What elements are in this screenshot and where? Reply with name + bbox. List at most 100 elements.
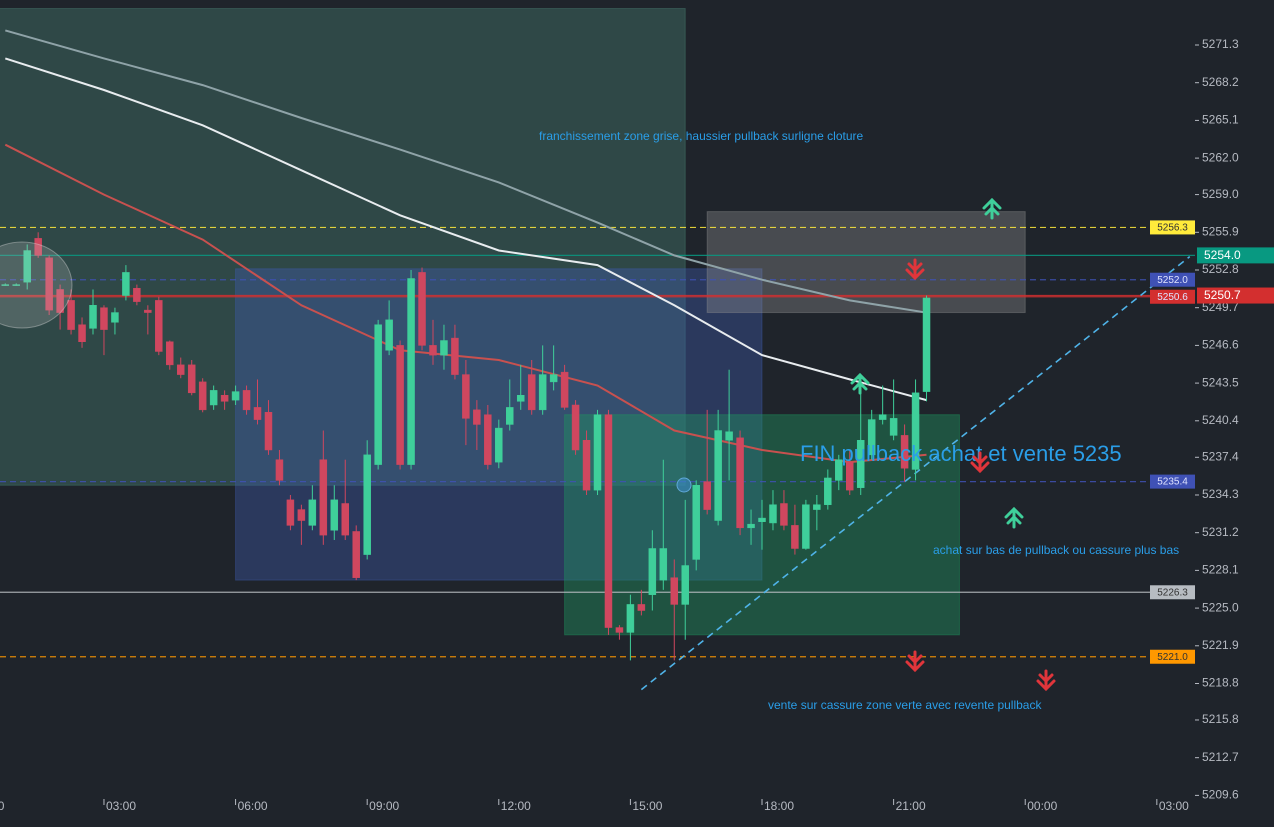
level-label: 5252.0 — [1157, 275, 1188, 286]
level-label: 5256.3 — [1157, 223, 1188, 234]
price-label: 5254.0 — [1204, 248, 1241, 262]
candle-body — [780, 503, 788, 526]
moving-average — [5, 29, 927, 314]
up-arrow — [1004, 506, 1024, 529]
candle-body — [308, 499, 317, 526]
candle-body — [341, 503, 350, 536]
price-label: 5250.7 — [1204, 288, 1241, 302]
y-tick-label: 5243.5 — [1202, 375, 1239, 389]
candle-body — [845, 461, 854, 491]
candle-body — [538, 374, 547, 411]
candle-body — [12, 284, 20, 286]
ellipse-drawing — [0, 241, 73, 329]
candle-body — [571, 404, 580, 451]
moving-average — [4, 57, 927, 402]
price-label-bg — [1197, 287, 1274, 304]
level-label-bg — [1150, 289, 1195, 304]
level-label-bg — [1150, 272, 1195, 287]
y-tick-label: 5268.2 — [1202, 75, 1239, 89]
y-tick-label: 5221.9 — [1202, 638, 1239, 652]
candle-body — [67, 300, 75, 330]
candle-body — [242, 390, 251, 411]
candle-body — [758, 517, 766, 522]
plot-area: franchissement zone grise, haussier pull… — [0, 8, 1195, 712]
labels: 5271.3 5268.2 5265.1 5262.0 5259.0 5255.9 5252… — [0, 37, 1274, 813]
candle-body — [911, 392, 920, 470]
candle-body — [516, 395, 525, 402]
candle-body — [867, 419, 876, 456]
y-tick-label: 5225.0 — [1202, 600, 1239, 614]
level-label-bg — [1150, 585, 1195, 600]
y-tick-label: 5271.3 — [1202, 37, 1239, 51]
candle-body — [34, 238, 42, 256]
candle-body — [604, 414, 613, 628]
x-tick-label: 00:00 — [0, 799, 5, 813]
candle-body — [275, 459, 284, 481]
candle-body — [615, 627, 624, 633]
level-label: 5250.6 — [1157, 292, 1188, 303]
candle-body — [352, 531, 360, 578]
candle-body — [220, 395, 229, 402]
candle-body — [176, 364, 185, 375]
candle-body — [725, 431, 733, 441]
candle-body — [856, 440, 865, 488]
y-tick-label: 5209.6 — [1202, 788, 1239, 802]
drawings — [0, 197, 1056, 692]
annotation: franchissement zone grise, haussier pull… — [539, 129, 863, 143]
x-tick-label: 06:00 — [238, 799, 268, 813]
y-tick-label: 5262.0 — [1202, 150, 1239, 164]
candle-body — [385, 319, 393, 351]
y-tick-label: 5255.9 — [1202, 224, 1239, 238]
candle-body — [626, 604, 635, 633]
candle-body — [670, 577, 679, 605]
candle-body — [133, 287, 141, 302]
y-tick-label: 5237.4 — [1202, 449, 1239, 463]
zone — [0, 8, 686, 486]
y-tick-label: 5231.2 — [1202, 525, 1239, 539]
down-arrow — [905, 258, 925, 281]
zone — [706, 211, 1026, 314]
candle-body — [714, 430, 722, 521]
candle-body — [100, 307, 108, 330]
candle-body — [900, 435, 909, 469]
candle-body — [45, 257, 53, 311]
candle-body — [527, 374, 536, 411]
candle-body — [791, 525, 799, 549]
candle-body — [802, 504, 810, 549]
candle-body — [374, 324, 382, 465]
candle-body — [473, 409, 481, 425]
x-tick-label: 18:00 — [764, 799, 794, 813]
x-tick-label: 00:00 — [1027, 799, 1057, 813]
x-tick-label: 12:00 — [501, 799, 531, 813]
annotation: vente sur cassure zone verte avec revent… — [768, 698, 1042, 712]
x-tick-label: 21:00 — [896, 799, 926, 813]
candle-body — [659, 548, 668, 581]
candle-body — [144, 309, 152, 313]
candle-body — [166, 341, 174, 366]
candle-body — [495, 427, 503, 463]
candle-body — [703, 481, 711, 510]
candle-body — [451, 337, 459, 375]
level-label: 5221.0 — [1157, 652, 1188, 663]
candle-body — [231, 391, 240, 401]
y-tick-label: 5259.0 — [1202, 187, 1239, 201]
moving-average — [4, 143, 927, 464]
level-label-bg — [1150, 649, 1195, 664]
candle-body — [319, 459, 328, 536]
candle-body — [56, 289, 64, 313]
candle-body — [198, 381, 207, 411]
candle-body — [462, 374, 470, 419]
y-tick-label: 5212.7 — [1202, 750, 1239, 764]
candle-body — [89, 305, 97, 329]
candle-body — [648, 548, 657, 595]
candle-body — [286, 499, 295, 526]
y-tick-label: 5228.1 — [1202, 563, 1239, 577]
down-arrows — [905, 258, 1056, 692]
candle-body — [363, 454, 371, 555]
candle-body — [264, 412, 273, 451]
candle-body — [560, 371, 569, 408]
candle-body — [736, 437, 744, 529]
candle-body — [747, 523, 755, 529]
candle-body — [769, 504, 777, 524]
